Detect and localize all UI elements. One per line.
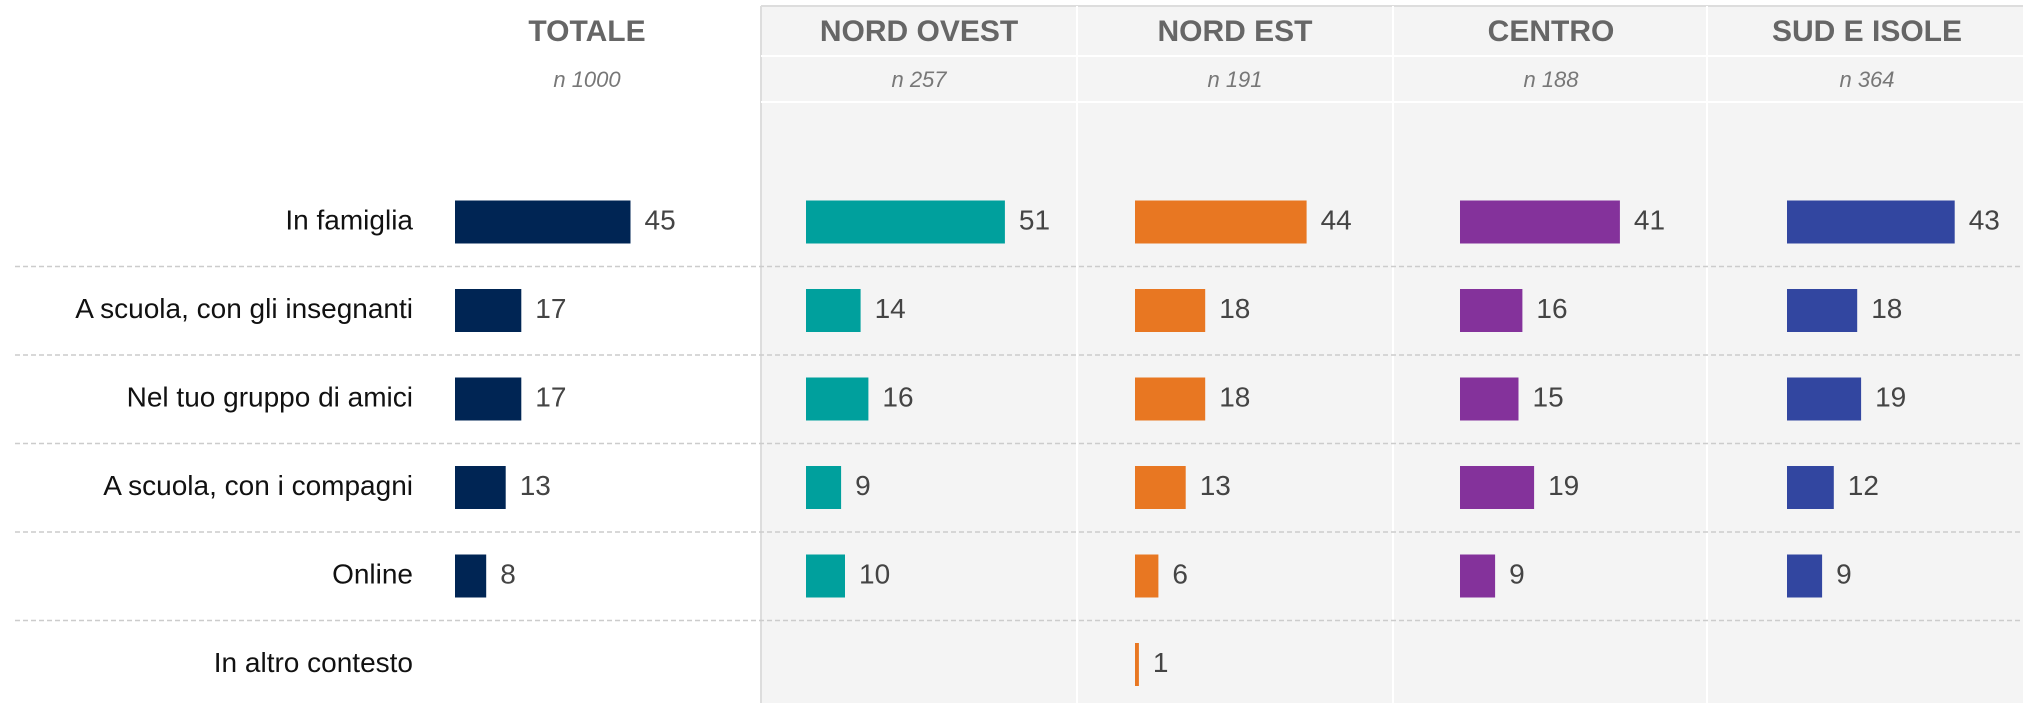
category-label: In altro contesto [214, 647, 413, 678]
value-label: 18 [1219, 293, 1250, 324]
bar [1787, 554, 1823, 598]
value-label: 15 [1533, 381, 1564, 412]
column-header: NORD OVEST [820, 15, 1018, 48]
bar [1460, 289, 1523, 332]
value-label: 44 [1321, 204, 1352, 235]
value-label: 16 [882, 381, 913, 412]
value-label: 18 [1219, 381, 1250, 412]
value-label: 18 [1871, 293, 1902, 324]
value-label: 19 [1548, 470, 1579, 501]
column-header: TOTALE [528, 15, 645, 48]
bar [1135, 643, 1139, 686]
column-header: SUD E ISOLE [1772, 15, 1962, 48]
value-label: 12 [1848, 470, 1879, 501]
bar [1460, 200, 1620, 244]
bar [1135, 554, 1159, 598]
bar [806, 554, 845, 598]
value-label: 9 [855, 470, 871, 501]
column-note: n 1000 [553, 67, 621, 92]
value-label: 17 [535, 381, 566, 412]
category-label: Nel tuo gruppo di amici [127, 381, 413, 412]
bar [1135, 466, 1186, 509]
value-label: 9 [1836, 558, 1852, 589]
category-label: Online [332, 558, 413, 589]
value-label: 51 [1019, 204, 1050, 235]
column-header: NORD EST [1157, 15, 1312, 48]
column-note: n 188 [1523, 67, 1579, 92]
bar [455, 200, 631, 244]
value-label: 13 [520, 470, 551, 501]
bar [1460, 377, 1519, 421]
bar [1460, 466, 1535, 509]
bar [806, 289, 861, 332]
bar [1787, 377, 1862, 421]
value-label: 45 [645, 204, 676, 235]
bar [1787, 200, 1955, 244]
bar [806, 466, 842, 509]
bar [455, 466, 506, 509]
column-note: n 364 [1839, 67, 1894, 92]
bar [806, 377, 869, 421]
column-header: CENTRO [1488, 15, 1615, 48]
bar [806, 200, 1005, 244]
bar [455, 554, 487, 598]
value-label: 9 [1509, 558, 1525, 589]
column-note: n 257 [891, 67, 947, 92]
bar [455, 289, 522, 332]
value-label: 19 [1875, 381, 1906, 412]
category-label: A scuola, con i compagni [103, 470, 413, 501]
bar [455, 377, 522, 421]
value-label: 41 [1634, 204, 1665, 235]
value-label: 8 [500, 558, 516, 589]
bar [1135, 377, 1206, 421]
category-label: In famiglia [285, 204, 413, 235]
bar [1787, 466, 1834, 509]
bar [1787, 289, 1858, 332]
category-label: A scuola, con gli insegnanti [75, 293, 413, 324]
bar [1135, 289, 1206, 332]
value-label: 14 [875, 293, 906, 324]
value-label: 13 [1200, 470, 1231, 501]
column-note: n 191 [1207, 67, 1262, 92]
value-label: 6 [1172, 558, 1188, 589]
value-label: 10 [859, 558, 890, 589]
bar [1135, 200, 1307, 244]
value-label: 1 [1153, 647, 1169, 678]
value-label: 43 [1969, 204, 2000, 235]
bar [1460, 554, 1496, 598]
value-label: 17 [535, 293, 566, 324]
value-label: 16 [1536, 293, 1567, 324]
